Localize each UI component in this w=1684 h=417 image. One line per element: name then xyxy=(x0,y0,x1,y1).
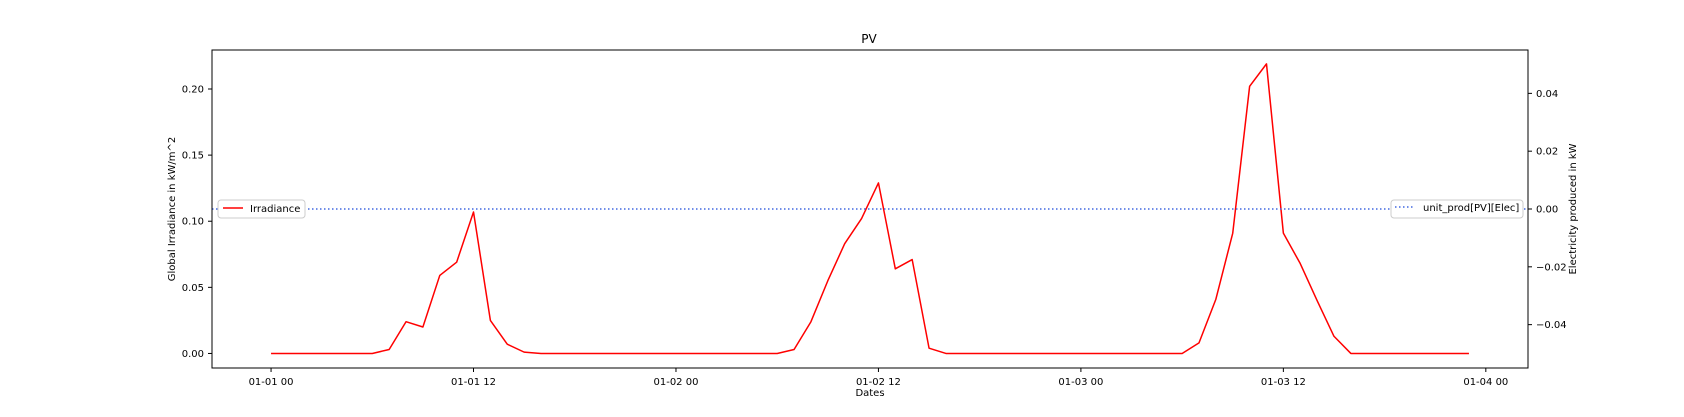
legend-left-box xyxy=(217,199,306,219)
irradiance-line xyxy=(271,63,1469,355)
x-tick-label: 01-01 12 xyxy=(451,377,496,388)
y-axis-right-label: Electricity produced in kW xyxy=(1568,143,1579,274)
x-tick-label: 01-04 00 xyxy=(1463,377,1508,388)
x-axis: 01-01 00 01-01 12 01-02 00 01-02 12 01-03 00… xyxy=(249,368,1508,388)
chart-title: PV xyxy=(861,32,877,46)
x-tick-label: 01-03 12 xyxy=(1261,377,1306,388)
y-right-tick-label: −0.04 xyxy=(1536,320,1567,331)
y-axis-right: −0.04 −0.02 0.00 0.02 0.04 xyxy=(1528,89,1567,331)
series-0 xyxy=(271,63,1469,355)
x-tick-label: 01-02 00 xyxy=(653,377,698,388)
y-left-tick-label: 0.15 xyxy=(182,151,204,162)
legend-right-box xyxy=(1390,199,1524,219)
legend-left: Irradiance xyxy=(217,199,306,219)
x-axis-label: Dates xyxy=(855,388,884,399)
y-right-tick-label: 0.02 xyxy=(1536,147,1558,158)
plot-area xyxy=(212,63,1528,355)
y-left-tick-label: 0.20 xyxy=(182,85,204,96)
y-axis-left: 0.00 0.05 0.10 0.15 0.20 xyxy=(182,85,212,360)
x-tick-label: 01-02 12 xyxy=(856,377,901,388)
legend-unit-prod-label: unit_prod[PV][Elec] xyxy=(1423,203,1519,214)
y-right-tick-label: −0.02 xyxy=(1536,262,1567,273)
legend-right: unit_prod[PV][Elec] xyxy=(1390,199,1524,219)
y-right-tick-label: 0.00 xyxy=(1536,205,1558,216)
x-tick-label: 01-01 00 xyxy=(249,377,294,388)
y-left-tick-label: 0.10 xyxy=(182,217,204,228)
legend-irradiance-label: Irradiance xyxy=(250,204,300,215)
y-left-tick-label: 0.00 xyxy=(182,349,204,360)
x-tick-label: 01-03 00 xyxy=(1058,377,1103,388)
y-right-tick-label: 0.04 xyxy=(1536,89,1558,100)
y-left-tick-label: 0.05 xyxy=(182,283,204,294)
y-axis-left-label: Global Irradiance in kW/m^2 xyxy=(167,137,178,281)
